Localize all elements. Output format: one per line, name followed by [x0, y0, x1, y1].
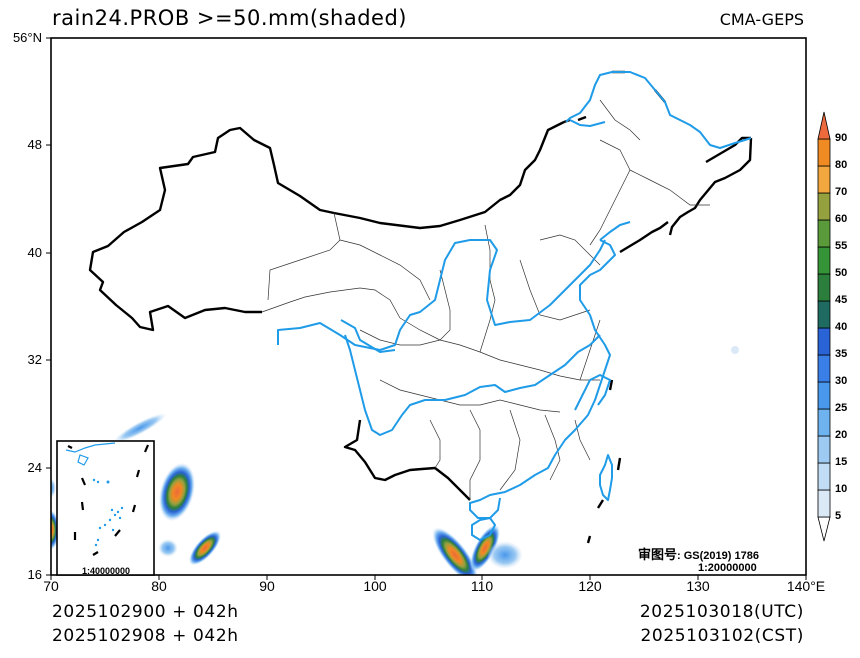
colorbar-label-90: 90	[835, 132, 848, 144]
colorbar-label-20: 20	[835, 429, 848, 441]
x-tick-label-110: 110	[470, 578, 494, 594]
plot-frame	[50, 37, 807, 576]
x-tick-marks	[50, 575, 807, 580]
x-tick-label-100: 100	[363, 578, 387, 594]
colorbar-label-80: 80	[835, 159, 848, 171]
national-boundary	[88, 70, 753, 501]
y-tick-label-32: 32	[27, 352, 42, 367]
x-tick-label-80: 80	[151, 578, 167, 594]
valid-time-cst: 2025103102(CST)	[640, 626, 804, 646]
colorbar-label-30: 30	[835, 375, 848, 387]
colorbar-label-15: 15	[835, 456, 848, 468]
model-source-label: CMA-GEPS	[719, 10, 804, 29]
colorbar	[817, 111, 831, 542]
y-tick-label-16: 16	[27, 567, 42, 582]
y-tick-label-48: 48	[27, 137, 42, 152]
valid-time-utc: 2025103018(UTC)	[639, 602, 804, 622]
y-tick-label-40: 40	[27, 245, 42, 260]
init-time-cst: 2025102908 + 042h	[52, 626, 239, 646]
init-time-utc: 2025102900 + 042h	[52, 602, 239, 622]
map-review-number: 审图号: GS(2019) 1786	[638, 544, 759, 563]
x-tick-label-140: 140°E	[786, 578, 826, 594]
main-map-scale: 1:20000000	[698, 562, 757, 574]
colorbar-label-45: 45	[835, 294, 848, 306]
colorbar-label-25: 25	[835, 402, 848, 414]
colorbar-label-55: 55	[835, 240, 848, 252]
x-tick-label-130: 130	[686, 578, 710, 594]
x-tick-label-90: 90	[259, 578, 275, 594]
colorbar-label-10: 10	[835, 483, 848, 495]
y-tick-label-56: 56°N	[12, 30, 42, 45]
colorbar-label-5: 5	[835, 510, 842, 522]
south-china-sea-inset	[56, 440, 155, 576]
x-tick-label-70: 70	[43, 578, 59, 594]
colorbar-label-70: 70	[835, 186, 848, 198]
shaded-probability-layer	[51, 346, 739, 575]
rivers-coastline	[277, 71, 752, 541]
y-tick-marks	[46, 37, 51, 576]
province-boundaries	[261, 99, 710, 500]
colorbar-label-35: 35	[835, 348, 848, 360]
colorbar-label-50: 50	[835, 267, 848, 279]
review-number: : GS(2019) 1786	[677, 550, 759, 562]
review-label: 审图号	[638, 548, 678, 563]
inset-map-scale: 1:40000000	[82, 566, 131, 576]
colorbar-label-60: 60	[835, 213, 848, 225]
x-tick-label-120: 120	[578, 578, 602, 594]
map-title: rain24.PROB >=50.mm(shaded)	[52, 6, 407, 30]
maritime-dash-markers	[586, 457, 622, 544]
y-tick-label-24: 24	[27, 460, 42, 475]
colorbar-label-40: 40	[835, 321, 848, 333]
